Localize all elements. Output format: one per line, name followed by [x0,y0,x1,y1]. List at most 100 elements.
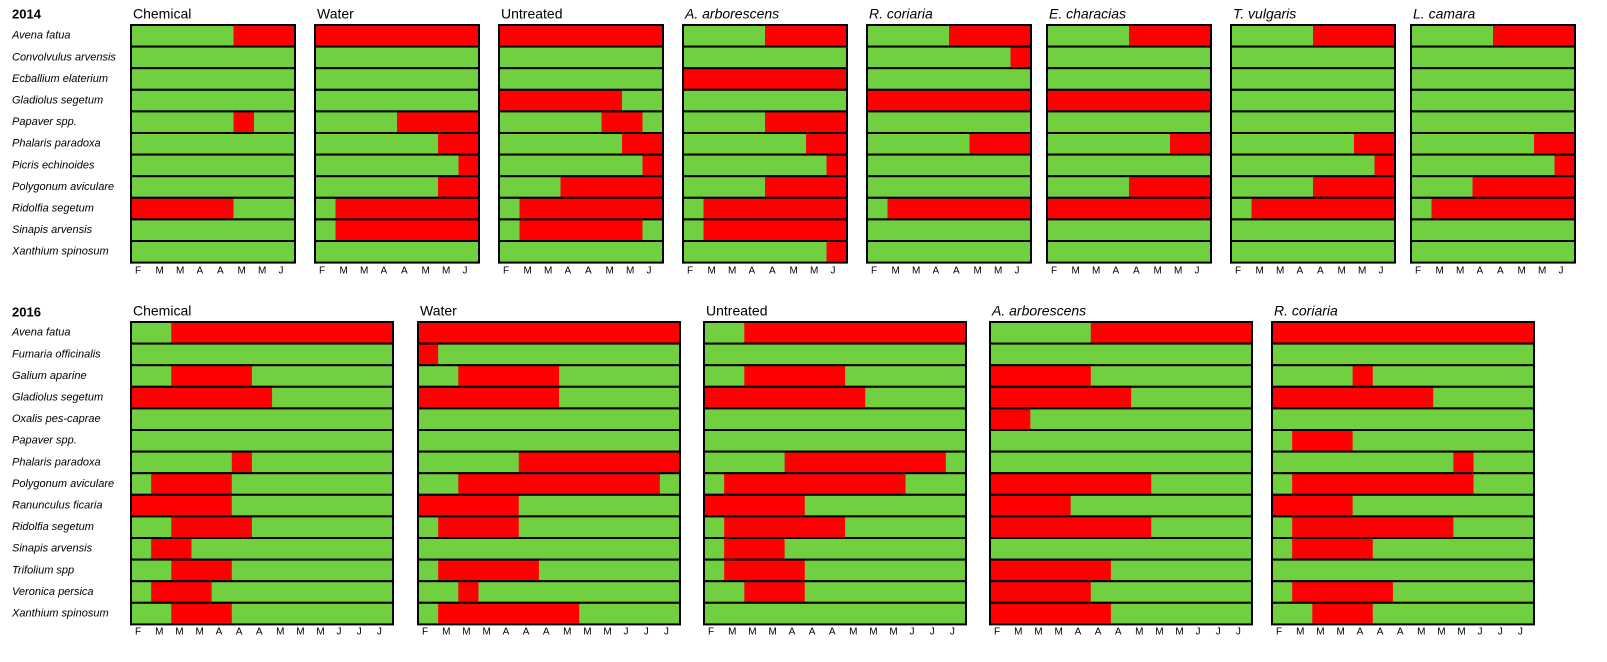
x-tick-label: F [319,266,325,277]
x-tick-label: M [603,627,611,638]
red-interval [990,494,1071,517]
row-bar [1411,68,1575,90]
x-tick-label: M [790,266,798,277]
red-interval [131,197,234,220]
x-tick-label: A [236,627,243,638]
species-label: Avena fatua [11,30,71,42]
row-bar [131,559,393,582]
row-bar [867,111,1031,133]
row-bar [1047,241,1211,263]
row-outline [1046,240,1212,264]
panel-title: A. arborescens [684,6,779,22]
panel-title: A. arborescens [991,303,1086,319]
x-tick-label: M [810,266,818,277]
x-tick-label: A [1133,266,1140,277]
red-interval [171,516,252,538]
row-bar [1047,68,1211,90]
x-tick-label: M [442,266,450,277]
row-bar [1231,154,1395,177]
row-bar [704,430,966,452]
x-tick-label: M [316,627,324,638]
x-tick-label: M [482,627,490,638]
x-tick-label: M [1436,266,1444,277]
red-interval [315,25,479,47]
x-tick-label: A [769,266,776,277]
panel-title: L. camara [1413,6,1475,22]
red-interval [826,241,847,263]
row-bar [990,408,1252,430]
row-outline [314,240,480,264]
row-bar [990,538,1252,560]
x-tick-label: J [624,627,629,638]
species-label: Polygonum aviculare [12,478,114,490]
x-tick-label: M [1457,627,1465,638]
x-tick-label: M [1092,266,1100,277]
row-bar [131,516,393,538]
red-interval [131,494,232,517]
red-interval [233,25,295,47]
x-tick-label: A [1497,266,1504,277]
x-tick-label: M [728,627,736,638]
red-interval [151,538,192,560]
row-bar [418,581,680,603]
x-tick-label: A [1317,266,1324,277]
x-tick-label: M [340,266,348,277]
row-bar [1047,219,1211,241]
x-tick-label: M [296,627,304,638]
red-interval [335,197,479,220]
year-label: 2016 [12,304,41,319]
red-interval [438,133,479,155]
x-tick-label: M [1174,266,1182,277]
x-tick-label: J [1478,627,1483,638]
red-interval [744,365,846,387]
red-interval [1313,25,1395,47]
x-tick-label: F [1235,266,1241,277]
x-tick-label: A [256,627,263,638]
red-interval [171,365,252,387]
x-tick-label: J [1196,627,1201,638]
red-interval [418,494,519,517]
red-interval [1472,176,1575,198]
panel-title: E. characias [1049,6,1126,22]
row-bar [131,219,295,241]
row-outline [1410,240,1576,264]
red-interval [990,473,1152,495]
red-interval [703,219,847,241]
row-bar [131,89,295,112]
x-tick-label: A [1113,266,1120,277]
x-tick-label: A [523,627,530,638]
x-tick-label: M [768,627,776,638]
row-bar [131,365,393,387]
red-interval [724,538,785,560]
x-tick-label: F [708,627,714,638]
row-bar [315,89,479,112]
red-interval [969,133,1031,155]
x-tick-label: M [276,627,284,638]
row-outline [130,601,394,626]
x-tick-label: J [357,627,362,638]
red-interval [990,559,1111,582]
x-tick-label: M [606,266,614,277]
row-bar [683,154,847,177]
x-tick-label: M [360,266,368,277]
row-bar [1272,602,1534,625]
panel-title: T. vulgaris [1233,6,1296,22]
red-interval [560,176,663,198]
red-interval [458,473,660,495]
red-interval [1272,322,1534,344]
red-interval [1129,176,1211,198]
species-label: Trifolium spp [12,564,74,576]
species-label: Avena fatua [11,327,71,339]
x-tick-label: M [1338,266,1346,277]
x-tick-label: M [1154,266,1162,277]
red-interval [1292,473,1474,495]
red-interval [1292,516,1454,538]
row-bar [1272,451,1534,474]
x-tick-label: A [401,266,408,277]
x-tick-label: F [503,266,509,277]
red-interval [335,219,479,241]
row-bar [867,176,1031,198]
x-tick-label: J [279,266,284,277]
red-interval [704,386,866,409]
red-interval [744,581,805,603]
